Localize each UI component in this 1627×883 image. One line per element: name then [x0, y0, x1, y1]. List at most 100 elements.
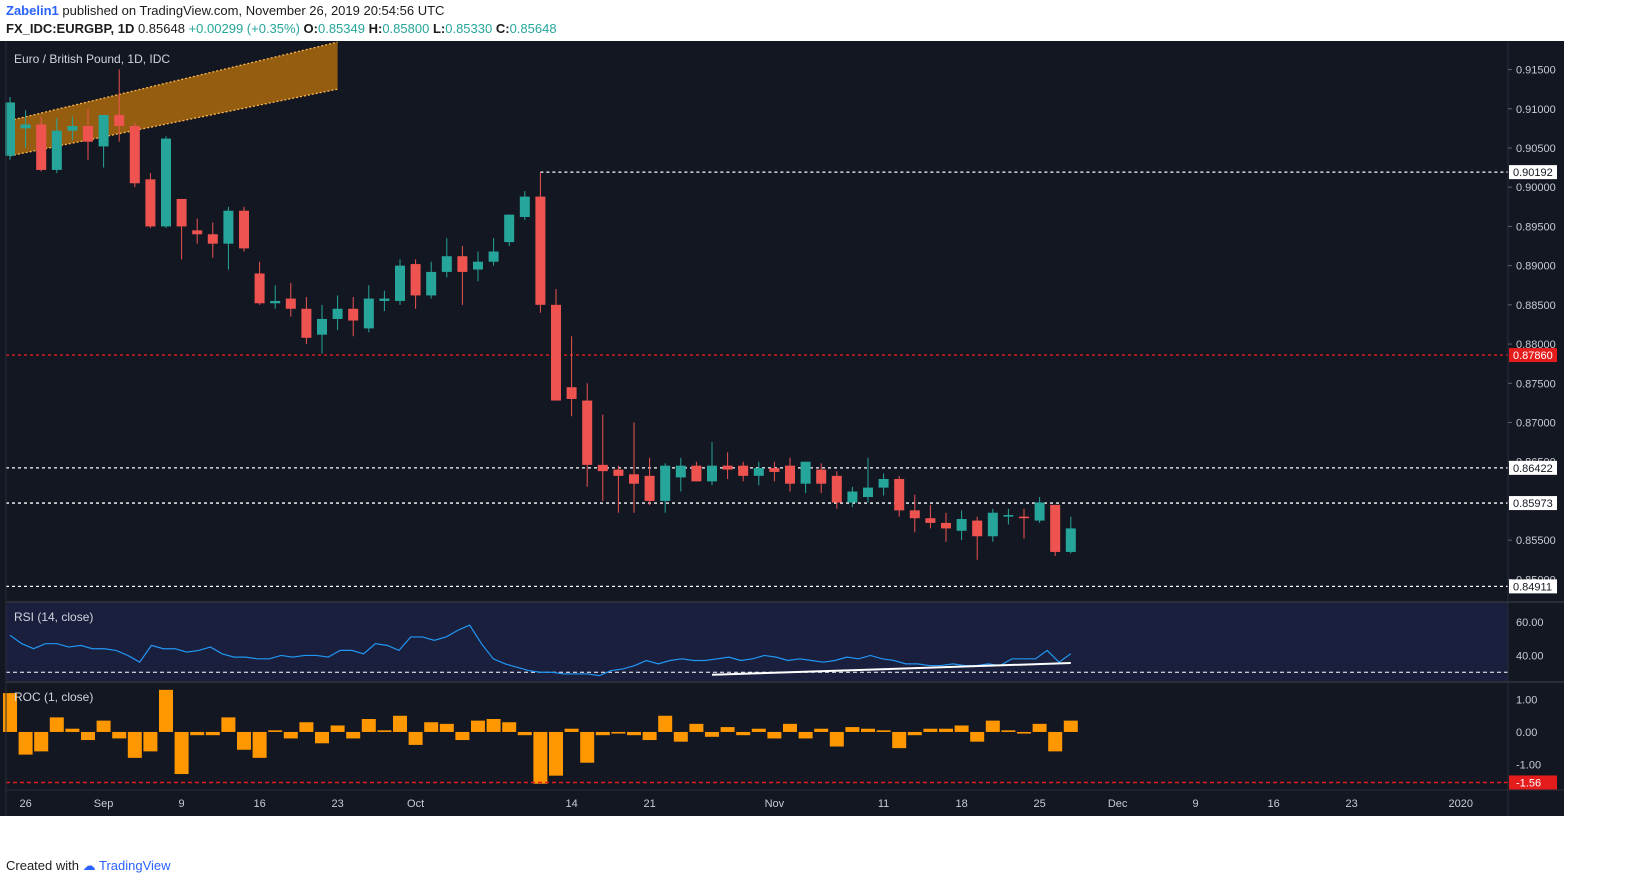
candle: [597, 414, 608, 501]
roc-bar: [502, 722, 517, 732]
candle: [348, 297, 359, 337]
roc-bar: [767, 731, 782, 739]
roc-bar: [34, 731, 49, 752]
candle-body: [629, 474, 639, 484]
candle: [660, 463, 671, 513]
x-tick-label: Nov: [765, 798, 785, 810]
level-label: 0.87860: [1513, 350, 1553, 362]
symbol-name: FX_IDC:EURGBP, 1D: [6, 21, 135, 36]
y-tick-label: 0.90000: [1516, 182, 1556, 194]
roc-bar: [892, 731, 907, 749]
candle-body: [395, 265, 405, 301]
roc-bar: [159, 689, 173, 732]
roc-bar: [658, 715, 673, 732]
candle: [644, 457, 655, 505]
trading-chart[interactable]: 0.91500 0.91000 0.90500 0.90000 0.89500 0.890…: [0, 41, 1564, 816]
h-value: 0.85800: [382, 21, 430, 36]
footer-brand[interactable]: TradingView: [99, 858, 171, 873]
candle-body: [504, 214, 515, 243]
roc-bar: [1032, 723, 1047, 732]
rsi-background: [6, 603, 1508, 681]
rsi-trendline: [711, 662, 1071, 676]
candle-body: [582, 400, 593, 465]
candle: [894, 475, 905, 517]
candle: [145, 173, 156, 228]
candle-body: [722, 465, 733, 470]
candle-body: [410, 264, 421, 296]
roc-bar: [907, 731, 922, 736]
author-link[interactable]: Zabelin1: [6, 3, 59, 18]
candle-body: [223, 210, 234, 244]
candle-body: [285, 298, 296, 309]
candles: [5, 69, 1076, 560]
candle-body: [20, 124, 31, 129]
y-tick-label: 0.89000: [1516, 261, 1556, 273]
candle: [176, 198, 187, 260]
roc-bar: [954, 725, 969, 732]
footer-text: Created with: [6, 858, 79, 873]
roc-bar: [237, 731, 251, 750]
candle-body: [956, 518, 967, 531]
o-value: 0.85349: [317, 21, 365, 36]
y-tick-label: 0.90500: [1516, 143, 1556, 155]
roc-label: -1.56: [1516, 777, 1541, 789]
x-tick-label: 16: [1267, 798, 1279, 810]
candle-body: [925, 518, 936, 523]
candle-body: [129, 126, 140, 184]
candle-body: [457, 256, 468, 272]
roc-bar: [361, 719, 376, 732]
candle: [551, 289, 561, 401]
candle-body: [878, 478, 889, 488]
x-tick-label: 11: [878, 798, 889, 810]
candle-body: [831, 475, 842, 503]
roc-bar: [627, 731, 641, 736]
chart-background: [0, 41, 1564, 816]
roc-bar: [486, 719, 501, 732]
candle: [504, 214, 515, 247]
candle-body: [488, 251, 499, 262]
x-tick-label: 9: [179, 798, 185, 810]
candle: [566, 336, 577, 417]
roc-bar: [393, 715, 407, 732]
x-tick-label: Sep: [94, 798, 114, 810]
rsi-title: RSI (14, close): [14, 610, 93, 624]
candle: [83, 108, 93, 160]
roc-bar: [751, 728, 766, 732]
candle: [473, 251, 483, 282]
candle: [410, 259, 421, 309]
level-label: 0.90192: [1513, 167, 1553, 179]
candle-body: [98, 115, 109, 147]
candle: [395, 259, 405, 305]
candle: [5, 96, 15, 160]
candle: [223, 206, 234, 270]
candle-body: [691, 465, 702, 482]
roc-bar: [642, 731, 657, 741]
candle: [207, 222, 218, 258]
candle: [753, 461, 764, 486]
level-label-box: [1509, 348, 1557, 363]
tradingview-logo-icon[interactable]: ☁: [82, 858, 96, 873]
roc-bar: [549, 731, 563, 776]
candle-body: [644, 475, 655, 501]
candle: [722, 452, 733, 479]
candle-body: [36, 124, 47, 170]
roc-bar: [283, 731, 298, 739]
candle-body: [83, 126, 93, 142]
candle: [629, 422, 639, 513]
roc-bar: [190, 731, 205, 736]
y-tick-label: 0.91500: [1516, 65, 1556, 77]
candle-body: [769, 468, 780, 472]
roc-bar: [455, 731, 470, 741]
roc-label-box: [1509, 775, 1557, 790]
candle-body: [909, 510, 920, 519]
candle-body: [317, 318, 327, 335]
candle: [535, 172, 546, 313]
roc-bar: [1017, 731, 1031, 734]
candle: [972, 516, 983, 560]
o-label: O:: [303, 21, 318, 36]
level-label: 0.84911: [1513, 581, 1552, 593]
candle-body: [863, 487, 873, 498]
roc-bar: [970, 731, 985, 742]
rsi-tick-label: 40.00: [1516, 650, 1544, 662]
candle: [192, 218, 203, 244]
